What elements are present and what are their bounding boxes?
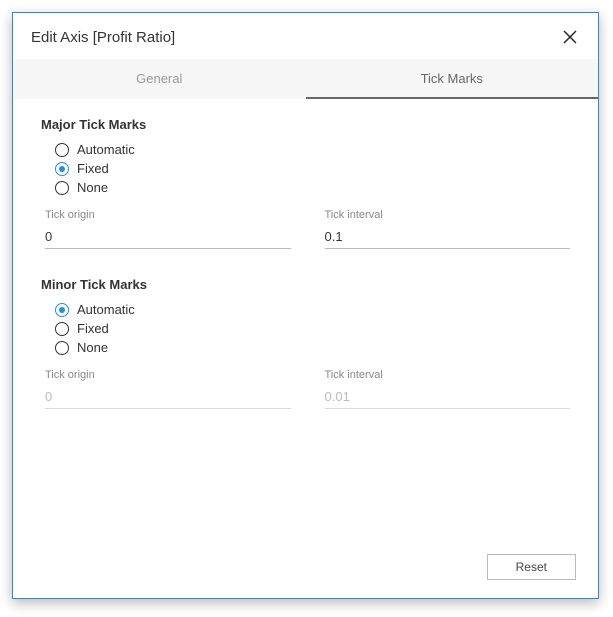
minor-origin-field: Tick origin [45, 369, 291, 409]
major-origin-input[interactable] [45, 225, 291, 249]
minor-radio-none[interactable]: None [55, 340, 570, 355]
radio-icon [55, 181, 69, 195]
radio-label: Automatic [77, 302, 135, 317]
minor-origin-input [45, 385, 291, 409]
major-radio-automatic[interactable]: Automatic [55, 142, 570, 157]
dialog-title: Edit Axis [Profit Ratio] [31, 29, 175, 46]
minor-interval-field: Tick interval [325, 369, 571, 409]
major-radio-none[interactable]: None [55, 180, 570, 195]
minor-radio-group: Automatic Fixed None [55, 302, 570, 355]
radio-label: Automatic [77, 142, 135, 157]
close-icon [563, 30, 577, 44]
reset-button[interactable]: Reset [487, 554, 576, 580]
major-heading: Major Tick Marks [41, 117, 570, 132]
major-radio-fixed[interactable]: Fixed [55, 161, 570, 176]
radio-icon [55, 322, 69, 336]
radio-icon [55, 143, 69, 157]
radio-icon [55, 162, 69, 176]
minor-radio-automatic[interactable]: Automatic [55, 302, 570, 317]
dialog-footer: Reset [13, 544, 598, 598]
tab-bar: General Tick Marks [13, 59, 598, 99]
major-interval-input[interactable] [325, 225, 571, 249]
tab-general[interactable]: General [13, 59, 306, 99]
minor-radio-fixed[interactable]: Fixed [55, 321, 570, 336]
close-button[interactable] [556, 23, 584, 51]
field-label: Tick origin [45, 209, 291, 221]
field-label: Tick origin [45, 369, 291, 381]
radio-icon [55, 341, 69, 355]
radio-label: Fixed [77, 161, 109, 176]
minor-heading: Minor Tick Marks [41, 277, 570, 292]
radio-label: None [77, 340, 108, 355]
field-label: Tick interval [325, 369, 571, 381]
radio-icon [55, 303, 69, 317]
edit-axis-dialog: Edit Axis [Profit Ratio] General Tick Ma… [12, 12, 599, 599]
tab-tick-marks[interactable]: Tick Marks [306, 59, 599, 99]
major-interval-field: Tick interval [325, 209, 571, 249]
radio-label: Fixed [77, 321, 109, 336]
field-label: Tick interval [325, 209, 571, 221]
major-radio-group: Automatic Fixed None [55, 142, 570, 195]
radio-label: None [77, 180, 108, 195]
dialog-content: Major Tick Marks Automatic Fixed None Ti… [13, 99, 598, 544]
major-fields: Tick origin Tick interval [45, 209, 570, 249]
minor-fields: Tick origin Tick interval [45, 369, 570, 409]
major-origin-field: Tick origin [45, 209, 291, 249]
titlebar: Edit Axis [Profit Ratio] [13, 13, 598, 59]
minor-interval-input [325, 385, 571, 409]
